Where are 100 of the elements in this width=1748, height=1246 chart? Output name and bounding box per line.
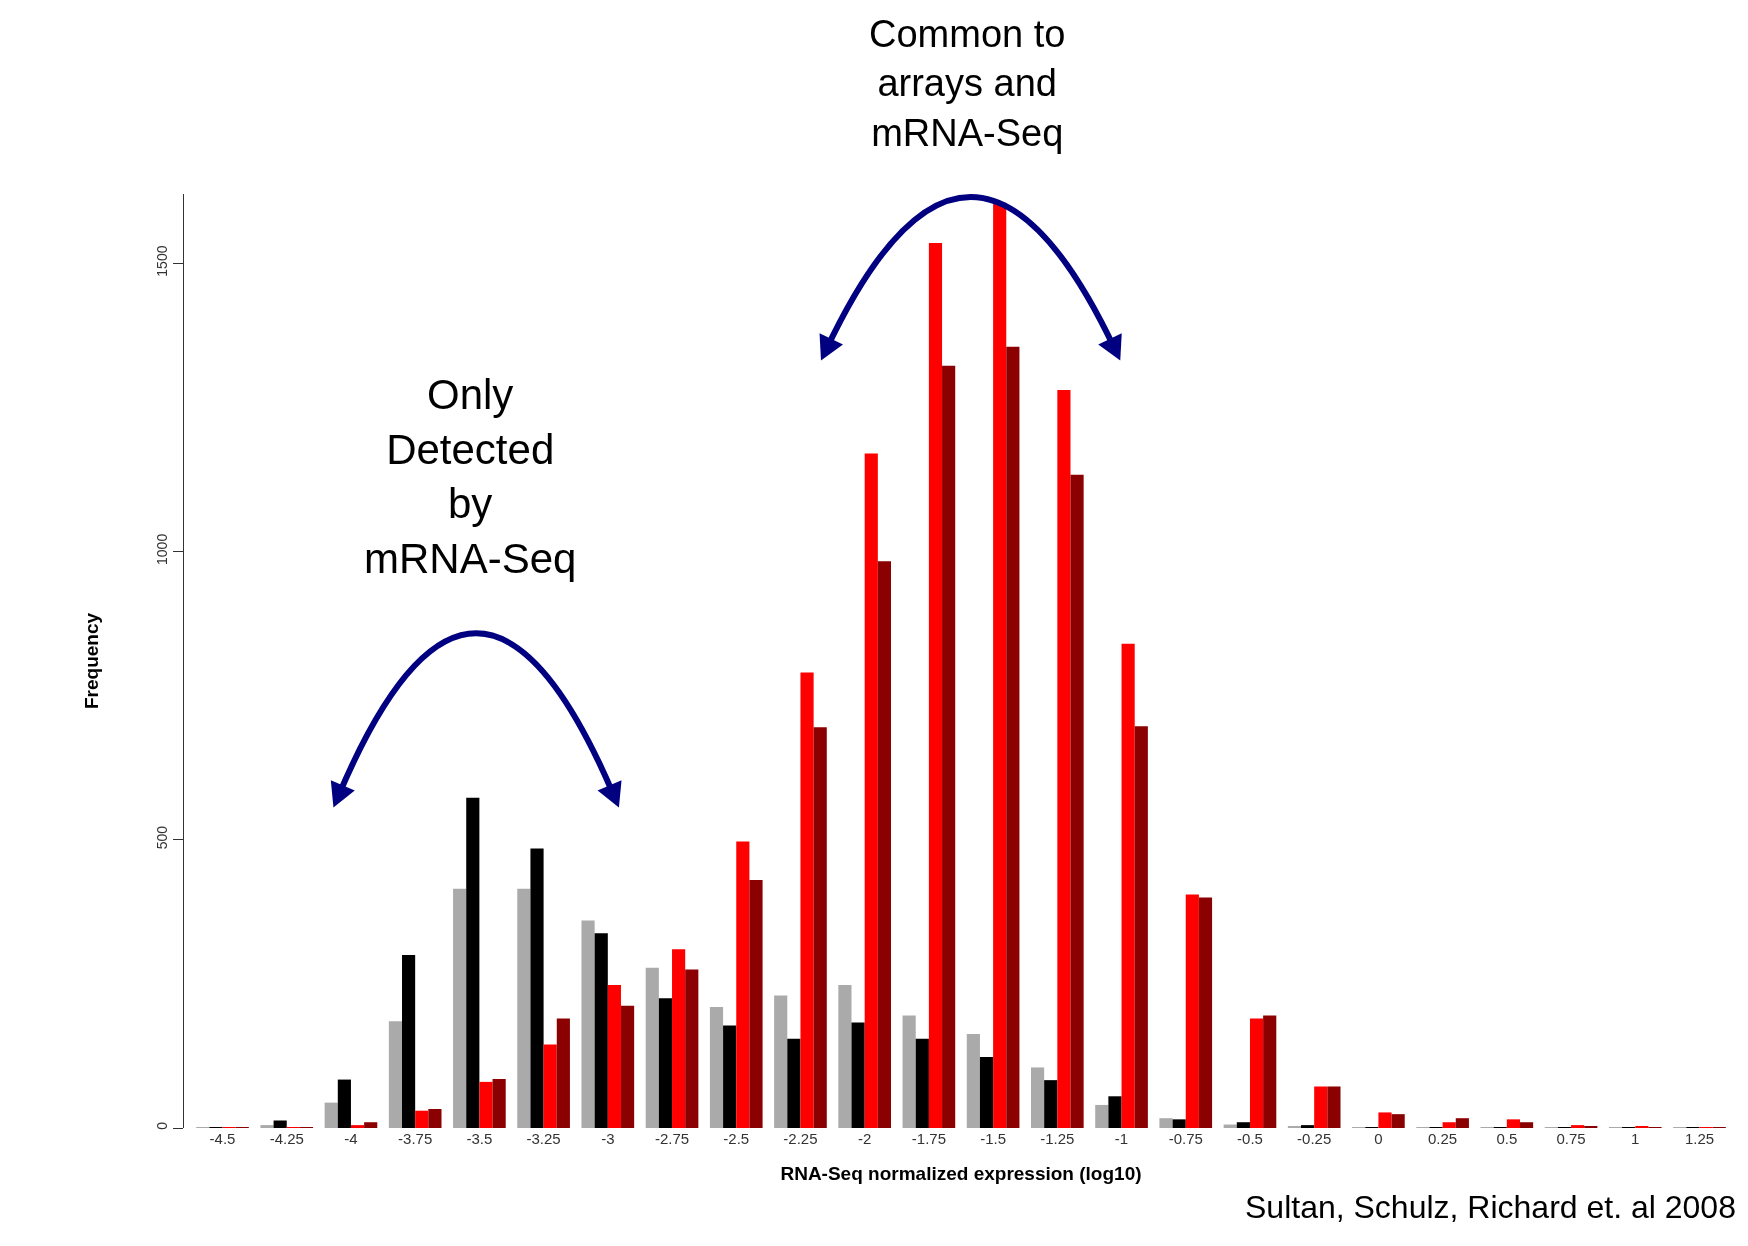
bar bbox=[1006, 346, 1020, 1128]
bar bbox=[1198, 897, 1213, 1128]
bar bbox=[1314, 1086, 1328, 1128]
y-axis-title: Frequency bbox=[81, 612, 103, 710]
bar bbox=[877, 561, 892, 1128]
x-tick-label: -1.25 bbox=[1040, 1130, 1075, 1147]
bar bbox=[466, 797, 480, 1128]
bar bbox=[709, 1006, 724, 1128]
x-tick-label: -4 bbox=[344, 1130, 358, 1147]
bar bbox=[1301, 1125, 1315, 1128]
text: Common to arrays and mRNA-Seq bbox=[869, 13, 1066, 154]
x-tick-label: 0.25 bbox=[1428, 1130, 1458, 1147]
x-tick-label: 1 bbox=[1631, 1130, 1640, 1147]
bar bbox=[787, 1038, 801, 1128]
annotation: Only Detected by mRNA-Seq bbox=[364, 371, 577, 582]
bar bbox=[428, 1108, 442, 1128]
bar bbox=[1185, 894, 1199, 1128]
x-tick-label: 0.5 bbox=[1496, 1130, 1518, 1147]
bar bbox=[774, 995, 788, 1128]
bar bbox=[1378, 1112, 1392, 1128]
bar bbox=[620, 1005, 635, 1128]
bar bbox=[453, 888, 467, 1128]
bar bbox=[966, 1034, 980, 1128]
x-tick-label: -3 bbox=[601, 1130, 615, 1147]
bar bbox=[1519, 1122, 1534, 1128]
bar bbox=[1506, 1119, 1520, 1128]
x-tick-label: -4.25 bbox=[269, 1130, 304, 1147]
x-tick-label: -4.5 bbox=[209, 1130, 236, 1147]
x-tick-label: -1.5 bbox=[980, 1130, 1007, 1147]
bar bbox=[337, 1079, 351, 1128]
bar bbox=[1159, 1118, 1173, 1128]
bar bbox=[1108, 1096, 1122, 1128]
x-tick-label: -1.75 bbox=[911, 1130, 946, 1147]
x-tick-label: -2.5 bbox=[723, 1130, 750, 1147]
bar bbox=[273, 1120, 287, 1128]
bar bbox=[260, 1125, 274, 1128]
bar bbox=[1095, 1104, 1109, 1128]
x-tick-label: -2.75 bbox=[654, 1130, 690, 1147]
bar bbox=[1571, 1125, 1585, 1128]
x-axis-title: RNA-Seq normalized expression (log10) bbox=[780, 1162, 1142, 1184]
bar bbox=[479, 1081, 493, 1128]
bar bbox=[1263, 1015, 1277, 1128]
bar bbox=[350, 1125, 365, 1128]
bar bbox=[530, 848, 544, 1128]
bar bbox=[685, 969, 699, 1128]
bar bbox=[993, 202, 1007, 1128]
bar bbox=[1057, 390, 1071, 1128]
bar bbox=[800, 672, 814, 1128]
bar bbox=[1327, 1086, 1341, 1128]
x-tick-label: 1.25 bbox=[1684, 1130, 1715, 1147]
bar bbox=[607, 985, 621, 1128]
x-tick-label: -2 bbox=[858, 1130, 872, 1147]
text: Sultan, Schulz, Richard et. al 2008 bbox=[1245, 1189, 1736, 1225]
bar bbox=[979, 1057, 994, 1128]
bar bbox=[928, 243, 943, 1128]
x-tick-label: -3.5 bbox=[466, 1130, 493, 1147]
bar bbox=[1172, 1119, 1186, 1128]
bar bbox=[1134, 726, 1148, 1128]
bar bbox=[1236, 1122, 1250, 1128]
bar bbox=[1030, 1067, 1045, 1128]
bar bbox=[672, 949, 686, 1128]
bar bbox=[402, 955, 416, 1128]
bar bbox=[517, 888, 531, 1128]
bar bbox=[1044, 1080, 1058, 1128]
x-tick-label: -0.25 bbox=[1297, 1130, 1332, 1147]
bar bbox=[1249, 1018, 1264, 1128]
x-tick-label: -1 bbox=[1114, 1130, 1129, 1147]
bar bbox=[1391, 1114, 1405, 1128]
bar bbox=[364, 1122, 378, 1128]
bar bbox=[864, 453, 878, 1128]
bar bbox=[942, 365, 956, 1128]
bar bbox=[915, 1038, 929, 1128]
x-tick-label: 0 bbox=[1374, 1130, 1383, 1147]
y-tick-label: 0 bbox=[154, 1121, 171, 1130]
x-tick-label: -3.25 bbox=[526, 1130, 561, 1147]
bar bbox=[851, 1022, 865, 1128]
bar bbox=[658, 998, 673, 1128]
y-tick-label: 1000 bbox=[154, 533, 171, 565]
bar bbox=[543, 1044, 557, 1128]
bar bbox=[1121, 643, 1135, 1128]
bar bbox=[1070, 474, 1084, 1128]
bar bbox=[492, 1078, 506, 1128]
bar bbox=[1455, 1118, 1469, 1128]
bar bbox=[324, 1102, 338, 1128]
bar bbox=[838, 985, 852, 1128]
bar bbox=[415, 1110, 429, 1128]
x-tick-label: -0.5 bbox=[1237, 1130, 1263, 1147]
bar bbox=[1442, 1122, 1456, 1128]
x-tick-label: -2.25 bbox=[783, 1130, 818, 1147]
x-tick-label: 0.75 bbox=[1556, 1130, 1586, 1147]
bar bbox=[736, 841, 750, 1128]
bar bbox=[902, 1015, 916, 1128]
bar bbox=[581, 920, 595, 1128]
bar bbox=[813, 727, 827, 1128]
bar bbox=[723, 1025, 737, 1128]
bar bbox=[645, 967, 659, 1128]
x-tick-label: -3.75 bbox=[398, 1130, 433, 1147]
bar bbox=[594, 933, 608, 1128]
y-tick-label: 1500 bbox=[154, 245, 171, 277]
bar bbox=[556, 1018, 570, 1128]
